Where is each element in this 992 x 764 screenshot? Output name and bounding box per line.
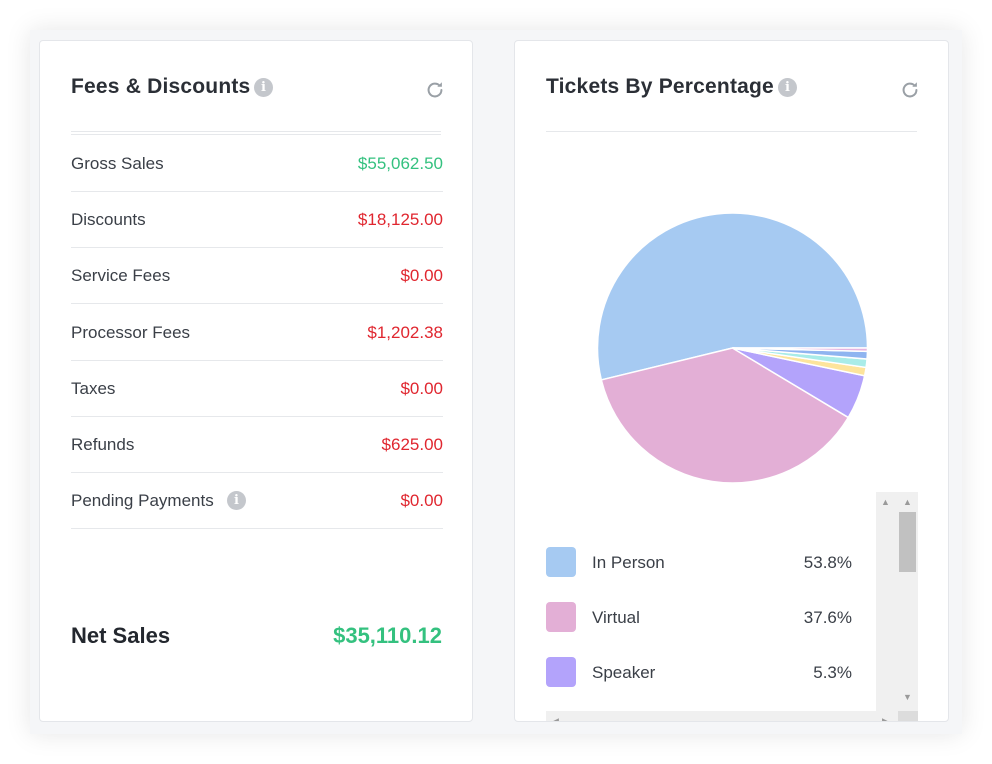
pie-slice[interactable] [596,212,869,381]
legend-swatch [546,602,576,632]
dashboard-frame: Fees & Discounts i Gross Sales $55,062.50… [30,30,962,734]
fee-row: Refunds $625.00 [71,417,443,473]
refresh-icon[interactable] [899,79,921,101]
legend-item[interactable]: Speaker 5.3% [546,657,876,689]
legend-percentage: 53.8% [803,553,852,572]
scroll-right-icon[interactable]: ▶ [882,716,889,722]
legend-scroll-area[interactable]: In Person53.8%Virtual37.6%Speaker5.3%Med… [546,492,918,722]
header-divider [71,131,441,132]
fee-row-value: $55,062.50 [357,154,443,173]
legend-item[interactable]: Virtual 37.6% [546,602,876,634]
scroll-up-icon[interactable]: ▲ [881,497,890,507]
fee-row-value: $625.00 [381,435,443,454]
scroll-down-icon[interactable]: ▼ [903,692,912,702]
net-sales-label: Net Sales [71,623,171,648]
legend-item[interactable]: In Person 53.8% [546,547,876,579]
refresh-icon[interactable] [424,79,446,101]
scrollbar-thumb[interactable] [899,512,916,572]
legend-percentage: 37.6% [803,608,852,627]
fee-row-label: Discounts [71,210,146,230]
fee-row-value: $0.00 [400,266,443,286]
fee-row-label: Taxes [71,378,116,398]
tickets-percentage-card: Tickets By Percentage i In Person 53.8% Vi… [514,40,949,722]
fee-row-label: Service Fees [71,266,171,286]
fee-row-value: $18,125.00 [357,210,443,230]
fee-row: Pending Payments $0.00 i [71,473,443,530]
scroll-up-icon[interactable]: ▲ [903,497,912,507]
scroll-left-icon[interactable]: ◀ [552,716,559,722]
header-divider-2 [71,134,441,135]
pie-slice[interactable] [600,347,850,484]
info-icon[interactable]: i [778,78,797,97]
legend-swatch [546,547,576,577]
header-divider [546,131,917,132]
fee-row: Service Fees $0.00 [71,248,443,305]
card-title: Fees & Discounts [71,75,251,98]
fee-row: Gross Sales $55,062.50 [71,136,443,192]
horizontal-scrollbar[interactable]: ◀ ▶ [546,711,898,722]
fee-row: Taxes $0.00 [71,361,443,417]
net-sales-value: $35,110.12 [333,623,442,648]
pie-slice[interactable] [732,347,869,353]
info-icon[interactable]: i [227,491,246,511]
pie-chart [596,212,869,484]
fee-row-value: $0.00 [400,378,443,398]
info-icon[interactable]: i [254,78,273,97]
scrollbar-corner [898,711,918,721]
fee-row-value: $0.00 [400,491,443,511]
fees-discounts-card: Fees & Discounts i Gross Sales $55,062.50… [39,40,473,722]
fee-row: Discounts $18,125.00 [71,192,443,249]
legend-swatch [546,657,576,687]
legend-label: Speaker [592,663,656,682]
fee-row-value: $1,202.38 [367,322,443,342]
legend-label: Virtual [592,608,640,627]
vertical-scrollbar[interactable]: ▲ ▲ ▼ [876,492,918,711]
fee-row-label: Gross Sales [71,154,164,173]
card-title: Tickets By Percentage [546,75,774,98]
fee-row: Processor Fees $1,202.38 [71,305,443,361]
fee-row-label: Processor Fees [71,322,191,342]
legend-percentage: 5.3% [813,663,852,682]
fee-row-label: Refunds [71,435,135,454]
legend-label: In Person [592,553,665,572]
fee-row-label: Pending Payments [71,491,214,511]
